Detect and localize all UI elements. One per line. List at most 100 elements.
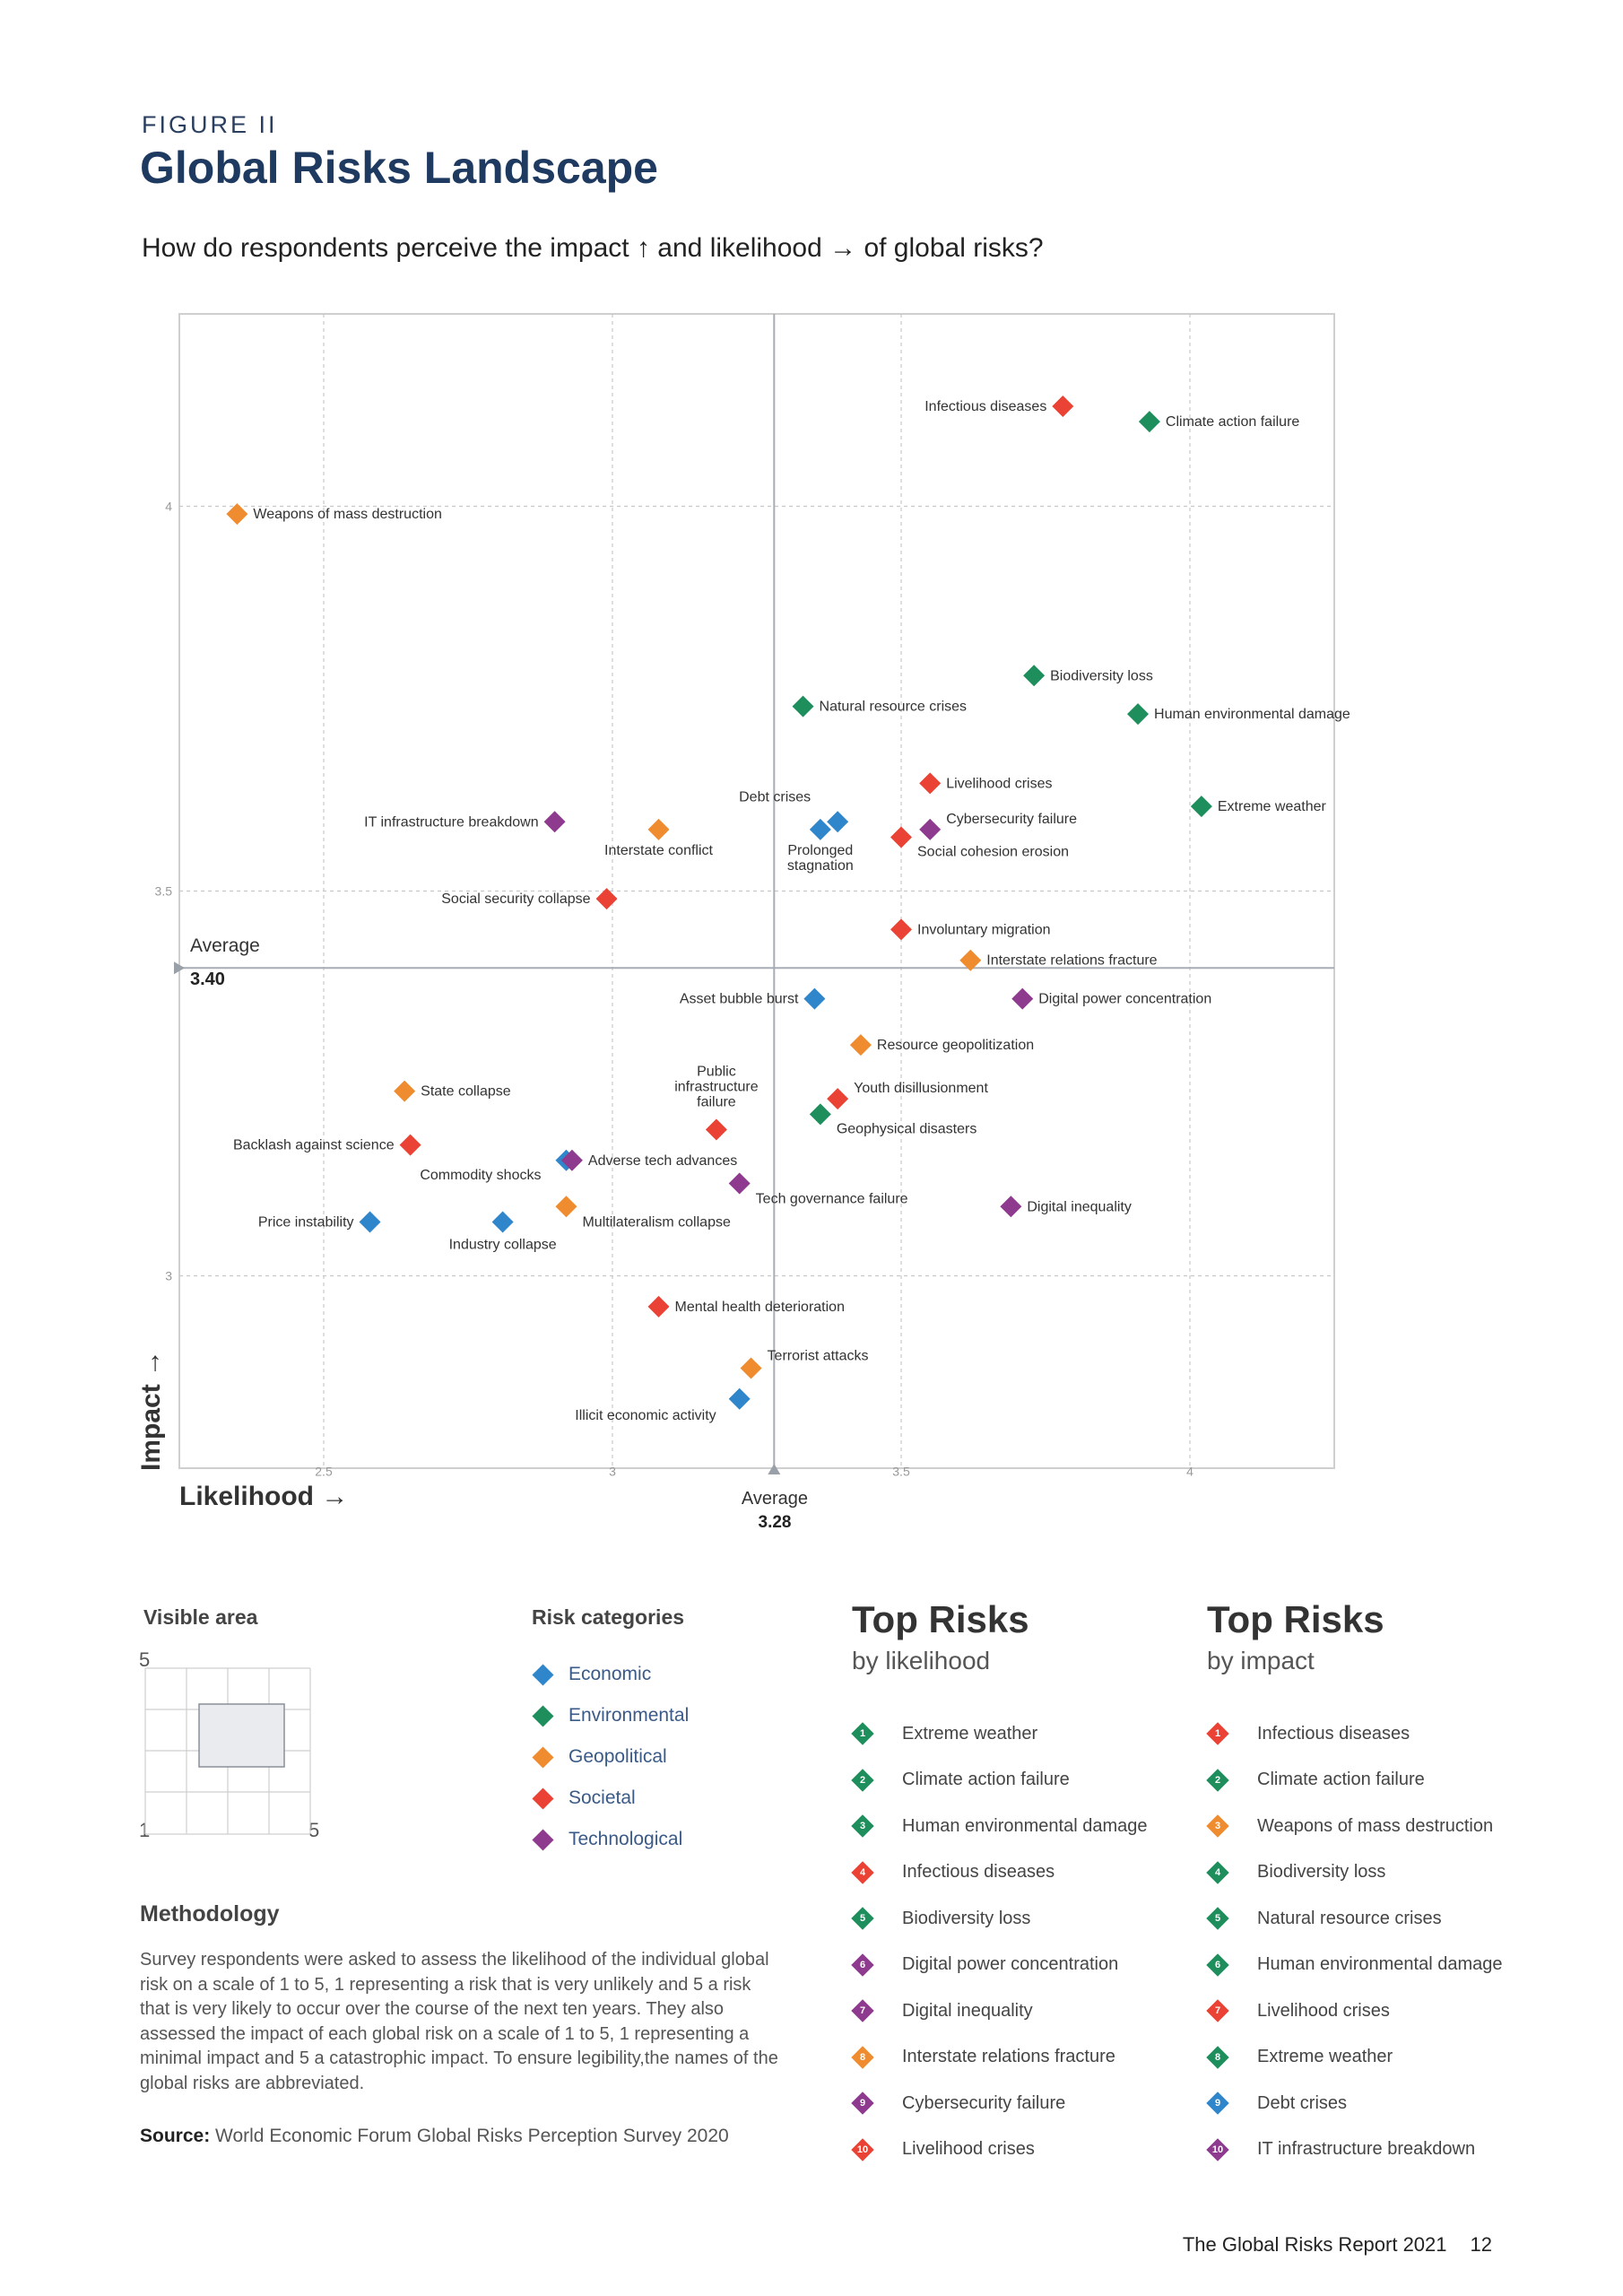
point-label: Tech governance failure (756, 1192, 908, 1207)
point-backlash-against-science: Backlash against science (233, 1134, 421, 1156)
top-risk-label: Biodiversity loss (1257, 1862, 1386, 1882)
point-adverse-tech-advances: Adverse tech advances (560, 1149, 737, 1171)
point-digital-inequality: Digital inequality (1000, 1196, 1132, 1218)
point-marker (555, 1196, 577, 1218)
rank-number: 5 (859, 1913, 866, 1924)
point-social-cohesion-erosion: Social cohesion erosion (890, 826, 1069, 859)
top-risks-impact-title: Top Risks (1207, 1598, 1384, 1640)
rank-number: 3 (1214, 1821, 1221, 1831)
point-infectious-diseases: Infectious diseases (924, 395, 1074, 417)
rank-badge: 2 (1206, 1768, 1229, 1792)
point-label: Debt crises (739, 789, 811, 804)
top-risk-label: Digital power concentration (902, 1954, 1119, 1974)
point-state-collapse: State collapse (394, 1080, 511, 1102)
rank-number: 8 (859, 2051, 866, 2063)
point-label-line: Public (697, 1064, 736, 1079)
point-marker (1011, 987, 1034, 1010)
rank-number: 1 (859, 1728, 866, 1739)
point-marker (728, 1387, 751, 1410)
rank-badge: 6 (1206, 1952, 1229, 1977)
visible-area-x-max: 5 (308, 1819, 320, 1841)
point-marker (647, 1295, 670, 1318)
point-marker (543, 811, 566, 833)
figure-label: FIGURE II (142, 111, 278, 138)
x-tick-label: 3 (609, 1465, 616, 1479)
point-natural-resource-crises: Natural resource crises (792, 695, 967, 718)
top-risks-likelihood-title: Top Risks (852, 1598, 1029, 1640)
top-risk-item: 10 Livelihood crises (851, 2136, 1035, 2163)
point-marker (1190, 796, 1212, 818)
point-marker (890, 826, 912, 848)
point-prolonged-stagnation: Prolonged stagnation (787, 818, 854, 874)
rank-badge: 9 (851, 2092, 874, 2115)
legend-item-geopolitical: Geopolitical (532, 1745, 667, 1769)
risk-categories-title: Risk categories (532, 1605, 685, 1629)
point-marker (827, 1088, 849, 1110)
point-label: Mental health deterioration (675, 1300, 845, 1315)
top-risk-item: 9 Cybersecurity failure (851, 2090, 1066, 2117)
point-label: Asset bubble burst (680, 992, 799, 1007)
top-risk-item: 4 Biodiversity loss (1206, 1859, 1386, 1886)
source-note: Source: World Economic Forum Global Risk… (140, 2126, 729, 2147)
average-y-value: 3.40 (190, 970, 225, 989)
top-risk-label: Cybersecurity failure (902, 2092, 1066, 2113)
report-name: The Global Risks Report 2021 (1182, 2233, 1447, 2256)
point-label: Cybersecurity failure (946, 812, 1077, 827)
top-risk-label: Livelihood crises (902, 2139, 1035, 2159)
point-label: Industry collapse (449, 1237, 557, 1252)
point-label: State collapse (421, 1084, 511, 1100)
rank-badge: 5 (851, 1907, 874, 1930)
top-risk-label: Human environmental damage (1257, 1954, 1503, 1974)
point-human-environmental-damage: Human environmental damage (1127, 703, 1350, 726)
top-risk-label: Digital inequality (902, 2000, 1033, 2021)
rank-badge: 10 (851, 2137, 874, 2161)
point-social-security-collapse: Social security collapse (441, 888, 618, 910)
legend-item-societal: Societal (532, 1787, 636, 1810)
legend-label: Geopolitical (568, 1746, 667, 1767)
methodology-body: Survey respondents were asked to assess … (140, 1950, 778, 2093)
rank-number: 4 (1214, 1866, 1221, 1878)
top-risk-label: Debt crises (1257, 2092, 1348, 2113)
point-label: Adverse tech advances (588, 1153, 737, 1169)
point-marker (399, 1134, 421, 1156)
legend-label: Societal (568, 1787, 636, 1808)
point-label: Terrorist attacks (768, 1348, 869, 1363)
visible-area-min: 1 (139, 1819, 151, 1841)
y-tick-label: 3.5 (155, 884, 173, 899)
point-commodity-shocks: Commodity shocks (420, 1149, 577, 1183)
x-tick-label: 2.5 (315, 1465, 333, 1479)
point-label: Interstate conflict (604, 843, 714, 858)
point-marker (849, 1034, 872, 1057)
point-interstate-relations-fracture: Interstate relations fracture (959, 949, 1158, 971)
point-interstate-conflict: Interstate conflict (604, 818, 714, 858)
top-risk-item: 8 Extreme weather (1206, 2044, 1393, 2071)
y-axis-label: Impact → (136, 1350, 166, 1471)
top-risk-item: 3 Human environmental damage (851, 1813, 1148, 1839)
top-risk-item: 7 Livelihood crises (1206, 1997, 1390, 2024)
top-risk-label: Climate action failure (1257, 1770, 1425, 1789)
point-marker (226, 503, 248, 526)
legend-swatch (532, 1828, 554, 1851)
top-risk-item: 6 Digital power concentration (851, 1952, 1119, 1979)
point-marker (1023, 665, 1046, 687)
average-x-value: 3.28 (759, 1513, 792, 1532)
rank-badge: 10 (1206, 2137, 1229, 2161)
point-illicit-economic-activity: Illicit economic activity (575, 1387, 751, 1423)
point-industry-collapse: Industry collapse (449, 1211, 557, 1252)
point-marker (359, 1211, 381, 1233)
rank-number: 7 (1214, 2005, 1221, 2016)
rank-number: 9 (1214, 2098, 1221, 2109)
point-label: Digital inequality (1027, 1199, 1132, 1214)
point-extreme-weather: Extreme weather (1190, 796, 1326, 818)
legend-swatch (532, 1787, 554, 1810)
point-label-line: Prolonged (787, 843, 853, 858)
top-risk-item: 3 Weapons of mass destruction (1206, 1813, 1494, 1839)
top-risk-label: Weapons of mass destruction (1257, 1815, 1494, 1836)
top-risk-item: 2 Climate action failure (1206, 1767, 1425, 1794)
point-marker (827, 811, 849, 833)
point-label: Human environmental damage (1154, 707, 1350, 722)
top-risks-impact-subtitle: by impact (1207, 1647, 1315, 1674)
y-tick-label: 4 (165, 500, 172, 514)
point-marker (705, 1118, 727, 1141)
top-risk-item: 6 Human environmental damage (1206, 1952, 1503, 1979)
